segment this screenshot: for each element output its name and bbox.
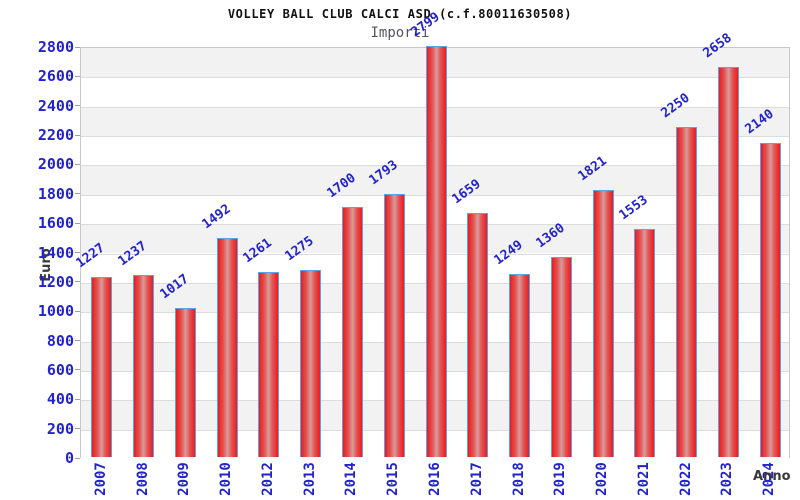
x-tick-label: 2020 (594, 462, 611, 496)
bar (592, 189, 614, 457)
x-tick-label: 2023 (719, 462, 736, 496)
y-tick-mark (75, 193, 80, 195)
x-tick-label: 2014 (343, 462, 360, 496)
bar (91, 276, 113, 457)
chart-title: VOLLEY BALL CLUB CALCI ASD (c.f.80011630… (227, 7, 573, 21)
y-tick-label: 2000 (37, 155, 74, 174)
x-axis-label: Anno (753, 469, 791, 484)
y-tick-mark (75, 398, 80, 400)
bar (676, 126, 698, 457)
y-tick-mark (75, 281, 80, 283)
x-tick-label: 2022 (677, 462, 694, 496)
y-tick-label: 2200 (37, 126, 74, 145)
bar (258, 271, 280, 457)
y-tick-label: 200 (46, 419, 74, 438)
bar (717, 66, 739, 457)
y-tick-mark (75, 46, 80, 48)
y-tick-label: 0 (64, 449, 74, 467)
y-tick-mark (75, 310, 80, 312)
y-tick-label: 800 (46, 331, 74, 350)
bar (300, 269, 322, 457)
bar (425, 46, 447, 457)
y-tick-mark (75, 340, 80, 342)
x-tick-label: 2019 (552, 462, 569, 496)
y-tick-label: 1600 (37, 214, 74, 233)
bar (133, 275, 155, 457)
y-tick-mark (75, 428, 80, 430)
y-tick-label: 400 (46, 390, 74, 409)
bar (759, 142, 781, 457)
bar (174, 307, 196, 457)
bar (216, 238, 238, 457)
bar (634, 229, 656, 457)
y-tick-mark (75, 252, 80, 253)
y-tick-mark (75, 163, 80, 165)
y-tick-mark (75, 222, 80, 224)
bar (383, 193, 405, 457)
x-tick-label: 2008 (134, 462, 151, 496)
chart-subtitle: Importi (370, 25, 430, 41)
y-tick-label: 1800 (37, 184, 74, 203)
y-tick-label: 1200 (37, 272, 74, 291)
y-tick-label: 2400 (37, 96, 74, 115)
bar (509, 273, 531, 457)
y-tick-mark (75, 369, 80, 371)
y-tick-mark (75, 105, 80, 107)
x-tick-label: 2016 (427, 462, 443, 496)
y-tick-label: 1400 (37, 243, 74, 262)
bar (467, 213, 489, 457)
x-tick-label: 2012 (259, 462, 276, 496)
x-tick-label: 2015 (385, 462, 402, 496)
x-tick-label: 2021 (635, 462, 652, 496)
y-tick-mark (75, 75, 80, 77)
y-tick-label: 2800 (37, 38, 74, 56)
y-tick-label: 600 (46, 360, 74, 379)
bar (341, 207, 363, 457)
plot-area (80, 46, 790, 459)
y-tick-label: 1000 (37, 302, 74, 321)
y-tick-label: 2600 (37, 67, 74, 86)
x-tick-label: 2007 (92, 462, 109, 496)
x-tick-label: 2013 (301, 462, 318, 496)
x-tick-label: 2017 (468, 462, 485, 496)
x-tick-label: 2018 (510, 462, 527, 496)
y-tick-mark (75, 134, 80, 136)
x-tick-label: 2009 (176, 462, 193, 496)
y-tick-mark (75, 457, 80, 459)
x-tick-label: 2010 (218, 462, 235, 496)
bar (550, 257, 572, 457)
